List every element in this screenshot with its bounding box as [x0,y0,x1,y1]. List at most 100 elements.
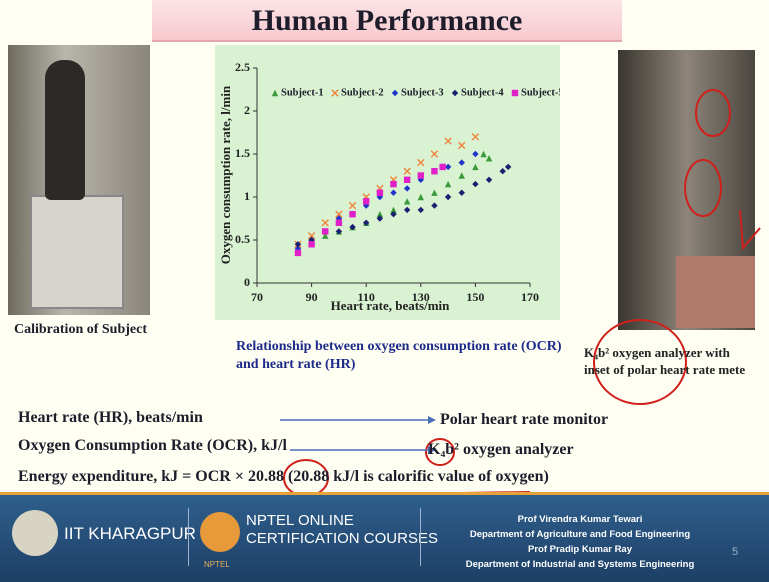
point [480,151,486,157]
point [431,151,437,157]
legend-marker [392,90,398,96]
point [418,207,424,213]
point [404,185,410,191]
point [336,220,342,226]
point [390,181,396,187]
photo-equipment [30,195,124,309]
chart-caption: Relationship between oxygen consumption … [236,338,562,374]
point [445,181,451,187]
credit-line: Prof Virendra Kumar Tewari [430,512,730,527]
photo-caption: Calibration of Subject [14,322,147,338]
x-tick-label: 170 [521,290,539,304]
arrow-head [428,416,436,424]
x-tick-label: 70 [251,290,263,304]
y-axis-label: Oxygen consumption rate, l/min [218,85,233,264]
divider [188,508,189,566]
footer-logo-text: NPTEL [204,560,230,569]
y-tick-label: 0.5 [235,232,250,246]
point [418,172,424,178]
text-line: Polar heart rate monitor [440,411,608,429]
course-line: NPTEL ONLINE [246,512,438,530]
footer-course: NPTEL ONLINE CERTIFICATION COURSES [246,512,438,548]
point [390,190,396,196]
nptel-logo [200,512,240,552]
point [472,164,478,170]
point [418,194,424,200]
point [404,198,410,204]
iit-logo [12,510,58,556]
point [431,202,437,208]
point [349,211,355,217]
x-tick-label: 150 [466,290,484,304]
point [472,151,478,157]
point [431,168,437,174]
point [404,177,410,183]
point [322,228,328,234]
point [486,155,492,161]
point [404,207,410,213]
legend-label: Subject-2 [341,87,384,98]
text-line: K₄b² oxygen analyzer [428,441,574,459]
point [295,250,301,256]
caption-line: and heart rate (HR) [236,356,562,374]
legend-marker [452,90,458,96]
chart: Heart rate, beats/min Oxygen consumption… [215,45,560,320]
legend-marker [272,90,278,96]
point [472,181,478,187]
legend-marker [332,90,338,96]
course-line: CERTIFICATION COURSES [246,530,438,548]
photo-inset [676,256,755,328]
point [459,159,465,165]
point [500,168,506,174]
point [445,164,451,170]
legend-label: Subject-4 [461,87,504,98]
legend-label: Subject-5 [521,87,560,98]
y-tick-label: 0 [244,275,250,289]
point [349,202,355,208]
point [431,190,437,196]
y-tick-label: 2 [244,103,250,117]
point [404,168,410,174]
point [308,241,314,247]
legend-label: Subject-3 [401,87,444,98]
x-tick-label: 110 [358,290,375,304]
photo-person [45,60,85,200]
slide-title: Human Performance [152,4,622,38]
y-tick-label: 1 [244,189,250,203]
credit-line: Department of Agriculture and Food Engin… [430,527,730,542]
caption-line: inset of polar heart rate mete [584,361,745,378]
point [418,159,424,165]
point [459,190,465,196]
text-line: Oxygen Consumption Rate (OCR), kJ/l [18,437,287,455]
x-axis-label: Heart rate, beats/min [331,298,451,313]
x-tick-label: 90 [306,290,318,304]
point [439,164,445,170]
credit-line: Department of Industrial and Systems Eng… [430,557,730,572]
y-tick-label: 1.5 [235,146,250,160]
photo-caption: K₄b² oxygen analyzer with inset of polar… [584,344,745,378]
point [459,172,465,178]
legend-label: Subject-1 [281,87,324,98]
divider [420,508,421,566]
point [377,190,383,196]
footer-credits: Prof Virendra Kumar Tewari Department of… [430,512,730,572]
point [322,220,328,226]
point [486,177,492,183]
text-line: Heart rate (HR), beats/min [18,409,203,427]
point [363,198,369,204]
text-line: Energy expenditure, kJ = OCR × 20.88 (20… [18,468,549,486]
x-tick-label: 130 [412,290,430,304]
legend-marker [512,90,518,96]
page-number: 5 [732,546,738,558]
caption-line: K₄b² oxygen analyzer with [584,344,745,361]
credit-line: Prof Pradip Kumar Ray [430,542,730,557]
point [472,134,478,140]
point [445,138,451,144]
footer-institute: IIT KHARAGPUR [64,524,196,544]
y-tick-label: 2.5 [235,60,250,74]
point [459,142,465,148]
point [445,194,451,200]
caption-line: Relationship between oxygen consumption … [236,338,562,356]
point [505,164,511,170]
page: {"header": {"title": "Human Performance"… [0,0,769,579]
